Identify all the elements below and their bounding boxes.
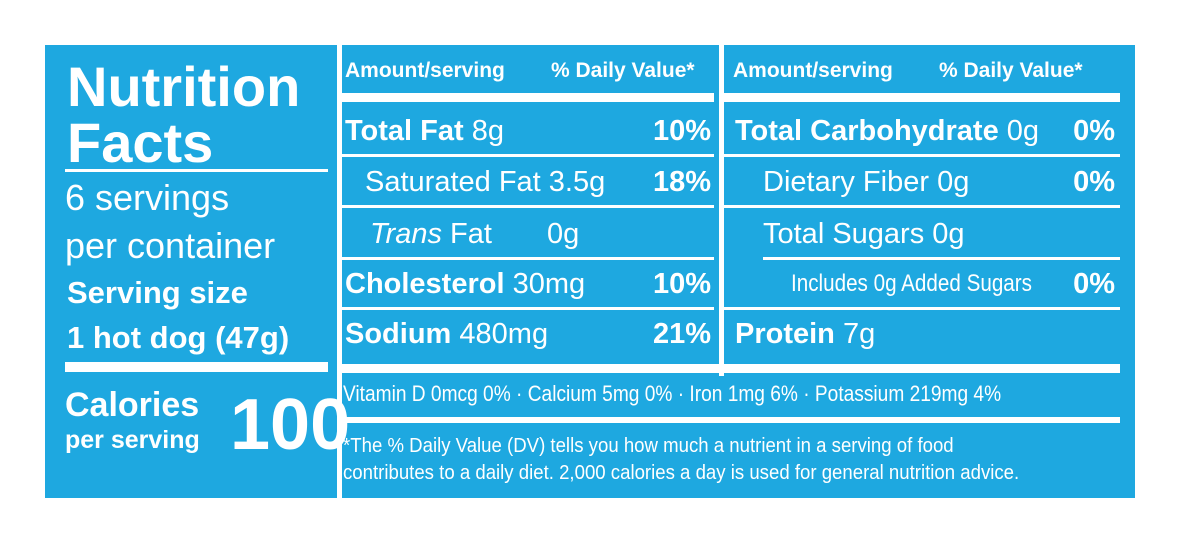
footnote-line-1: *The % Daily Value (DV) tells you how mu… — [343, 435, 954, 457]
nutrient-name: Sodium — [345, 318, 452, 350]
nutrient-dv: 10% — [652, 268, 711, 300]
divider — [724, 154, 1120, 157]
nutrient-amount: 0g — [547, 218, 580, 250]
divider — [342, 205, 714, 208]
nutrient-dv: 21% — [652, 318, 711, 350]
calories-sub-label: per serving — [65, 426, 200, 454]
nutrient-name: Cholesterol — [345, 268, 505, 300]
nutrient-dv: 0% — [1073, 115, 1115, 147]
vertical-divider — [719, 45, 724, 376]
header-amount-right: Amount/serving — [733, 59, 893, 82]
divider-thick — [342, 93, 714, 102]
serving-size-value: 1 hot dog (47g) — [67, 320, 290, 355]
nutrient-name: Total Carbohydrate — [735, 115, 999, 147]
nutrient-row-cholesterol: Cholesterol 30mg — [345, 267, 585, 301]
nutrient-row-trans-fat: Trans Fat — [370, 217, 492, 251]
divider — [342, 257, 714, 260]
nutrient-amount: 8g — [471, 115, 505, 147]
divider-thick — [342, 364, 1120, 373]
nutrient-name: Dietary Fiber — [763, 166, 929, 198]
nutrient-name: Trans — [370, 218, 442, 250]
divider-thick — [65, 362, 328, 372]
nutrient-amount: 0g — [1006, 115, 1040, 147]
nutrient-name: Total Fat — [345, 115, 464, 147]
nutrient-name: Total Sugars — [763, 218, 925, 250]
header-dv-left: % Daily Value* — [551, 59, 695, 82]
nutrient-amount: 30mg — [512, 268, 586, 300]
nutrient-amount: 0g — [932, 218, 965, 250]
calories-label: Calories — [65, 386, 200, 424]
divider — [342, 154, 714, 157]
nutrient-row-total-fat: Total Fat 8g — [345, 114, 504, 148]
nutrient-name: Protein — [735, 318, 835, 350]
nutrient-name-suffix: Fat — [450, 218, 492, 250]
serving-size-label: Serving size — [67, 275, 248, 310]
nutrient-row-sodium: Sodium 480mg — [345, 317, 548, 351]
nutrient-dv: 10% — [652, 115, 711, 147]
nutrient-row-total-carbohydrate: Total Carbohydrate 0g — [735, 114, 1039, 148]
nutrient-dv: 18% — [652, 166, 711, 198]
calories-value: 100 — [230, 385, 351, 465]
vertical-divider — [337, 45, 342, 498]
title-line-1: Nutrition — [67, 55, 301, 118]
nutrient-amount: 480mg — [459, 318, 549, 350]
title-line-2: Facts — [67, 111, 214, 174]
nutrient-row-added-sugars: Includes 0g Added Sugars — [791, 270, 1032, 297]
nutrient-row-protein: Protein 7g — [735, 317, 875, 351]
nutrition-facts-panel: Nutrition Facts 6 servings per container… — [45, 45, 1135, 498]
header-amount-left: Amount/serving — [345, 59, 505, 82]
nutrient-amount: 0g — [937, 166, 970, 198]
servings-line-2: per container — [65, 225, 276, 266]
divider — [724, 307, 1120, 310]
nutrient-dv: 0% — [1073, 166, 1115, 198]
nutrient-dv: 0% — [1073, 268, 1115, 300]
servings-line-1: 6 servings — [65, 177, 230, 218]
vitamins-minerals-line: Vitamin D 0mcg 0% · Calcium 5mg 0% · Iro… — [343, 381, 1002, 406]
nutrient-amount: 7g — [842, 318, 876, 350]
nutrient-row-total-sugars: Total Sugars 0g — [763, 217, 965, 251]
divider — [342, 417, 1120, 423]
nutrient-row-dietary-fiber: Dietary Fiber 0g — [763, 165, 969, 199]
divider — [65, 169, 328, 172]
nutrient-amount: 3.5g — [548, 166, 606, 198]
footnote-line-2: contributes to a daily diet. 2,000 calor… — [343, 462, 1020, 484]
divider — [342, 307, 714, 310]
nutrient-row-saturated-fat: Saturated Fat 3.5g — [365, 165, 605, 199]
divider-thick — [724, 93, 1120, 102]
header-dv-right: % Daily Value* — [939, 59, 1083, 82]
divider — [763, 257, 1120, 260]
nutrient-name: Saturated Fat — [365, 166, 541, 198]
divider — [724, 205, 1120, 208]
